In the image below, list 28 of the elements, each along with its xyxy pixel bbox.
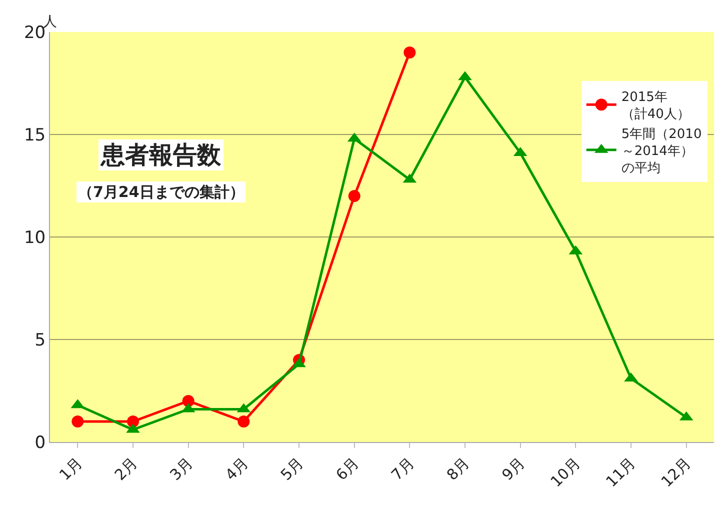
x-tick-label: 8月 <box>443 454 474 484</box>
x-tick-label: 1月 <box>56 454 86 484</box>
y-tick-label: 20 <box>24 22 46 43</box>
x-tick-label: 7月 <box>388 454 418 484</box>
point <box>127 416 139 428</box>
legend-label: 2015年（計40人） <box>621 90 690 122</box>
annotation: （7月24日までの集計） <box>78 183 244 201</box>
point <box>404 46 416 58</box>
x-tick-label: 5月 <box>277 454 308 484</box>
x-tick-label: 6月 <box>332 454 362 484</box>
point <box>238 416 250 428</box>
x-tick-label: 9月 <box>498 454 528 484</box>
y-tick-label: 5 <box>34 330 46 350</box>
y-tick-label: 0 <box>34 432 46 453</box>
point <box>182 395 194 407</box>
y-axis-title: 人 <box>43 14 57 30</box>
point <box>348 190 360 202</box>
y-tick-label: 10 <box>24 228 46 248</box>
x-tick-label: 11月 <box>602 454 640 491</box>
legend-label: 5年間（2010～2014年）の平均 <box>621 127 702 176</box>
point <box>72 416 84 428</box>
x-tick-label: 10月 <box>546 454 584 491</box>
x-tick-label: 3月 <box>166 454 196 484</box>
annotation: 患者報告数 <box>100 141 222 169</box>
x-tick-label: 4月 <box>222 454 252 484</box>
x-tick-label: 2月 <box>111 454 142 484</box>
x-tick-label: 12月 <box>658 454 694 491</box>
y-tick-label: 15 <box>24 125 46 146</box>
